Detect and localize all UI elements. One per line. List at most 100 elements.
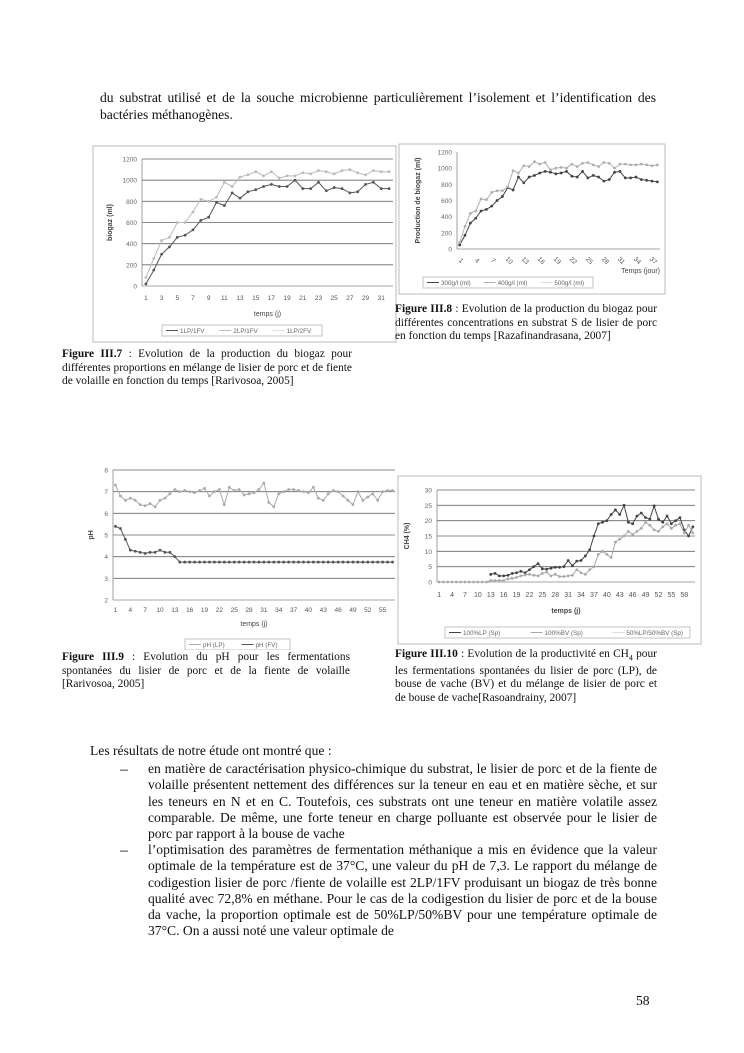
x-tick-label: 7 (463, 592, 467, 599)
data-point (293, 174, 297, 178)
figure-iii-9-caption: Figure III.9 : Evolution du pH pour les … (62, 651, 350, 692)
data-point (348, 191, 352, 195)
data-point (262, 185, 265, 188)
data-point (292, 488, 295, 491)
legend-label: 2LP/1FV (233, 328, 258, 335)
data-point (158, 548, 162, 552)
data-point (287, 560, 291, 564)
x-tick-label: 58 (680, 592, 688, 599)
data-point (222, 204, 226, 207)
data-point (484, 207, 488, 211)
x-tick-label: 31 (260, 607, 268, 614)
y-tick-label: 800 (126, 199, 137, 206)
data-point (678, 522, 682, 526)
data-point (523, 573, 527, 577)
data-point (128, 496, 132, 500)
data-point (183, 560, 187, 564)
data-point (528, 568, 531, 572)
y-tick-label: 600 (441, 198, 452, 205)
x-tick-label: 17 (268, 295, 276, 302)
data-point (242, 493, 246, 497)
x-tick-label: 52 (655, 592, 663, 599)
data-point (463, 233, 467, 237)
data-point (138, 503, 142, 507)
data-point (527, 165, 531, 168)
legend-label: 400g/l (ml) (498, 280, 528, 287)
legend-box (184, 638, 291, 650)
y-tick-label: 2 (104, 598, 108, 605)
data-point (586, 176, 590, 180)
data-point (158, 498, 162, 502)
data-point (391, 560, 394, 564)
data-point (540, 567, 544, 571)
data-point (168, 492, 172, 496)
data-point (463, 224, 467, 228)
y-tick-label: 1000 (123, 178, 138, 185)
data-point (545, 570, 549, 574)
data-point (635, 530, 639, 533)
data-point (579, 559, 583, 562)
data-point (324, 170, 328, 174)
data-point (467, 580, 471, 584)
data-point (511, 188, 515, 192)
y-axis-label: Production de biogaz (ml) (415, 158, 422, 244)
data-point (538, 162, 542, 166)
x-tick-label: 19 (513, 592, 521, 599)
y-axis-label: pH (88, 530, 95, 539)
x-tick-label: 34 (577, 592, 585, 599)
data-point (623, 176, 627, 180)
x-tick-label: 37 (648, 256, 658, 266)
data-point (331, 560, 335, 564)
data-point (474, 216, 478, 220)
data-point (591, 174, 595, 177)
data-point (479, 209, 483, 213)
data-point (639, 162, 643, 166)
x-tick-label: 28 (245, 607, 253, 614)
data-point (199, 197, 203, 201)
x-tick-label: 13 (171, 607, 179, 614)
data-point (626, 520, 630, 524)
data-point (484, 198, 488, 202)
data-point (199, 218, 203, 222)
data-point (571, 564, 574, 568)
x-tick-label: 4 (473, 257, 481, 265)
x-tick-label: 25 (231, 607, 239, 614)
data-point (652, 528, 656, 532)
data-point (575, 165, 579, 168)
data-point (316, 560, 320, 564)
data-point (533, 174, 536, 177)
data-point (348, 168, 352, 171)
data-point (257, 488, 261, 491)
data-point (607, 161, 611, 165)
data-point (208, 560, 211, 564)
x-tick-label: 28 (600, 256, 610, 266)
data-point (489, 579, 493, 582)
data-point (648, 517, 652, 521)
data-point (523, 571, 527, 575)
data-point (144, 276, 148, 279)
y-tick-label: 8 (104, 468, 108, 475)
data-point (510, 572, 514, 575)
data-point (565, 170, 568, 173)
data-point (193, 560, 197, 564)
data-point (297, 560, 300, 564)
data-point (549, 170, 552, 174)
y-tick-label: 3 (104, 576, 108, 583)
figure-label: Figure III.8 (395, 303, 453, 315)
x-tick-label: 25 (538, 592, 546, 599)
legend-label: pH (FV) (256, 642, 278, 649)
data-point (687, 534, 690, 538)
figure-label: Figure III.9 (62, 651, 124, 663)
x-tick-label: 40 (305, 607, 313, 614)
data-point (570, 174, 574, 178)
y-axis-label: biogaz (ml) (107, 204, 114, 241)
data-point (222, 180, 226, 184)
data-point (506, 577, 510, 581)
data-point (687, 523, 690, 527)
figure-iii-7-chart: 0 200 400 600 800 1000 1200 1 3 5 7 9 11 13 15 17 19 21 23… (92, 145, 397, 343)
x-tick-label: 21 (299, 295, 307, 302)
page-number: 58 (636, 993, 650, 1008)
x-tick-label: 16 (500, 592, 508, 599)
data-point (364, 183, 367, 186)
data-point (324, 189, 328, 193)
